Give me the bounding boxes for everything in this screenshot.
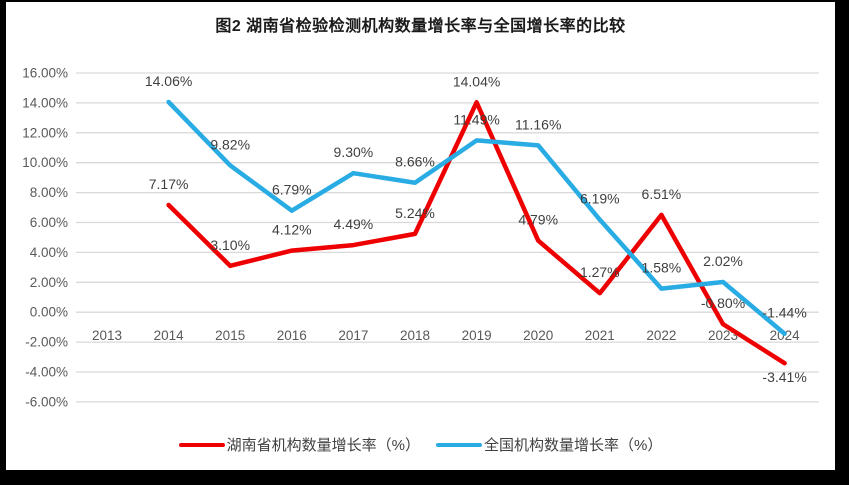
x-tick-label: 2020 xyxy=(523,328,553,343)
data-label: 9.30% xyxy=(334,144,374,160)
data-label: 11.49% xyxy=(453,111,499,127)
data-label: 6.51% xyxy=(642,186,682,202)
data-label: 11.16% xyxy=(515,116,561,132)
data-label: 14.06% xyxy=(145,73,192,89)
x-tick-label: 2013 xyxy=(92,328,122,343)
data-label: 9.82% xyxy=(210,136,250,152)
data-label: -1.44% xyxy=(762,305,806,321)
data-label: 4.79% xyxy=(518,212,558,228)
y-tick-label: 8.00% xyxy=(30,185,68,200)
series-line xyxy=(166,99,787,336)
y-tick-label: -6.00% xyxy=(25,394,68,409)
x-tick-label: 2016 xyxy=(277,328,307,343)
x-tick-label: 2015 xyxy=(215,328,245,343)
x-tick-label: 2018 xyxy=(400,328,430,343)
data-label: 1.58% xyxy=(642,260,682,276)
y-tick-label: -2.00% xyxy=(25,335,68,350)
legend-item-hunan: 湖南省机构数量增长率（%） xyxy=(178,434,420,455)
chart-title: 图2 湖南省检验检测机构数量增长率与全国增长率的比较 xyxy=(215,18,626,35)
data-label: 4.49% xyxy=(334,216,374,232)
y-tick-label: 16.00% xyxy=(22,66,68,81)
chart-legend: 湖南省机构数量增长率（%） 全国机构数量增长率（%） xyxy=(6,434,835,455)
national-line-swatch-icon xyxy=(436,442,482,447)
y-tick-label: 4.00% xyxy=(30,245,68,260)
data-label: 6.79% xyxy=(272,182,312,198)
legend-label-hunan: 湖南省机构数量增长率（%） xyxy=(226,437,420,454)
data-label: -3.41% xyxy=(762,369,806,385)
y-tick-label: 14.00% xyxy=(22,95,68,110)
legend-item-national: 全国机构数量增长率（%） xyxy=(436,434,662,455)
y-tick-label: 0.00% xyxy=(30,305,68,320)
y-tick-label: 10.00% xyxy=(22,155,68,170)
series-line xyxy=(166,100,787,366)
x-tick-label: 2022 xyxy=(646,328,676,343)
data-label: 5.24% xyxy=(395,205,435,221)
x-tick-label: 2014 xyxy=(154,328,185,343)
data-label: 4.12% xyxy=(272,222,312,238)
y-tick-label: 12.00% xyxy=(22,125,68,140)
hunan-line-swatch-icon xyxy=(178,442,225,447)
y-tick-label: 2.00% xyxy=(30,275,68,290)
data-label: 1.27% xyxy=(580,264,620,280)
x-tick-label: 2019 xyxy=(462,328,492,343)
data-label: 14.04% xyxy=(453,73,500,89)
data-label: 7.17% xyxy=(149,176,189,192)
data-label: 2.02% xyxy=(703,253,743,269)
x-tick-label: 2021 xyxy=(585,328,615,343)
data-label: 3.10% xyxy=(210,237,250,253)
chart-area: 图2 湖南省检验检测机构数量增长率与全国增长率的比较 16.00% 14.00% 1… xyxy=(6,2,835,470)
x-tick-label: 2023 xyxy=(708,328,738,343)
data-label: 6.19% xyxy=(580,191,620,207)
data-label: 8.66% xyxy=(395,154,435,170)
data-label: -0.80% xyxy=(701,295,745,311)
y-tick-label: 6.00% xyxy=(30,215,68,230)
legend-label-national: 全国机构数量增长率（%） xyxy=(484,437,663,454)
y-tick-label: -4.00% xyxy=(25,365,68,380)
x-tick-label: 2017 xyxy=(338,328,368,343)
